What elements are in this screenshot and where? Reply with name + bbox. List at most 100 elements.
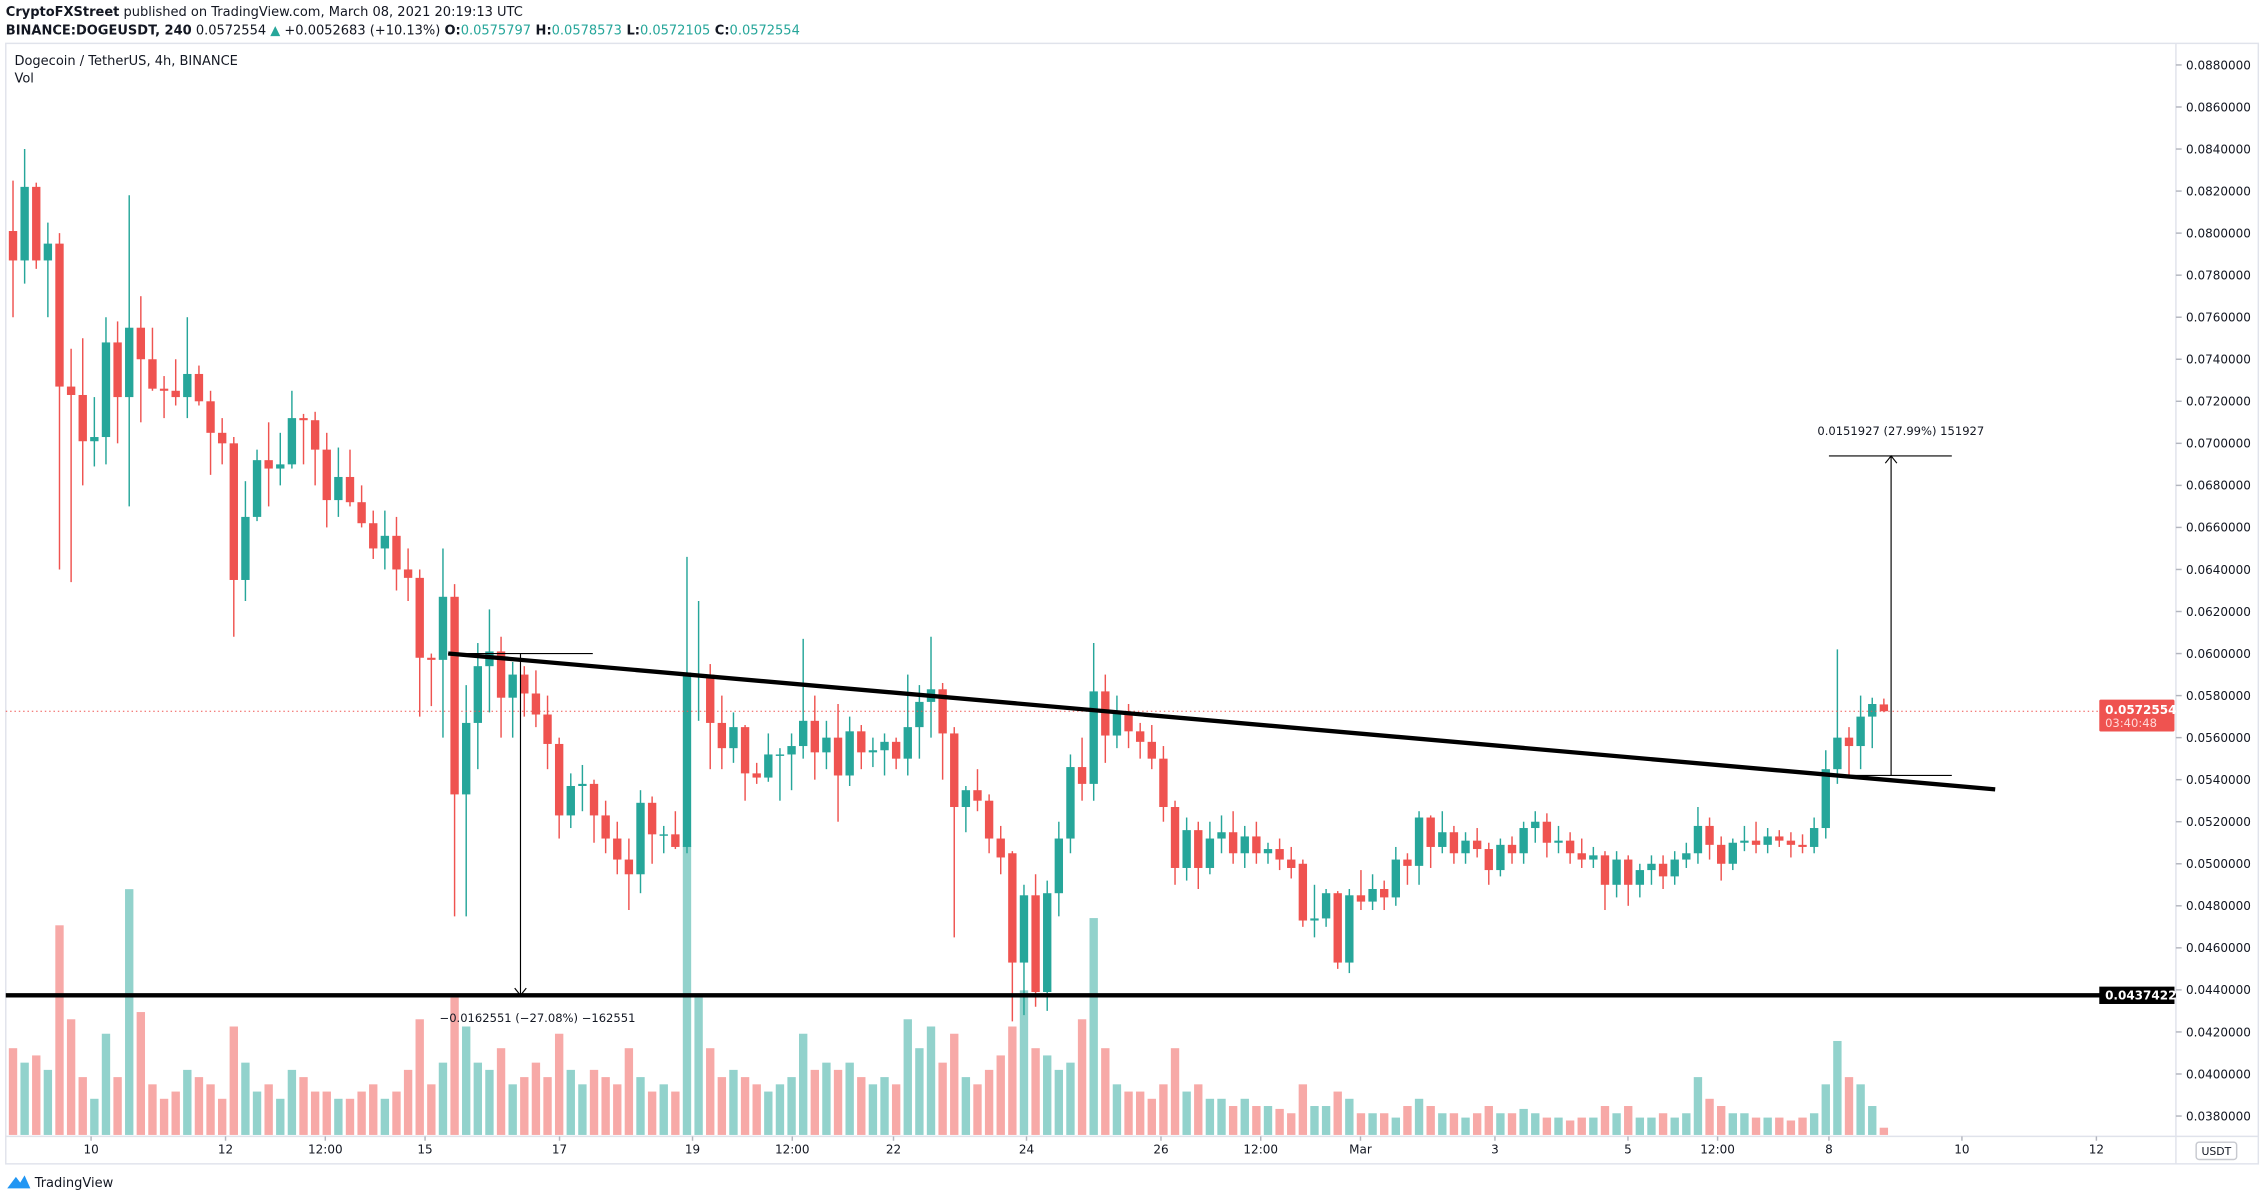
candle[interactable] (1287, 846, 1296, 879)
tradingview-logo[interactable]: TradingView (7, 1175, 114, 1191)
candle[interactable] (1763, 828, 1772, 854)
candle[interactable] (66, 348, 76, 583)
candle[interactable] (1077, 737, 1087, 801)
candle[interactable] (1670, 851, 1679, 885)
candle[interactable] (799, 638, 808, 759)
candle[interactable] (310, 411, 320, 486)
candle[interactable] (1310, 884, 1319, 938)
candle[interactable] (125, 195, 134, 507)
candle[interactable] (1089, 643, 1098, 801)
candle[interactable] (613, 821, 622, 875)
candle[interactable] (90, 397, 99, 467)
candle[interactable] (1194, 821, 1203, 889)
candle[interactable] (1682, 842, 1691, 868)
candle[interactable] (1496, 838, 1505, 877)
candle[interactable] (1507, 836, 1517, 864)
candle[interactable] (1135, 722, 1145, 759)
candle[interactable] (1263, 842, 1273, 864)
volume-legend[interactable]: Vol (14, 71, 33, 86)
candle[interactable] (1112, 695, 1122, 749)
candle[interactable] (1403, 853, 1412, 885)
candle[interactable] (136, 296, 146, 423)
candle[interactable] (322, 432, 331, 528)
candle[interactable] (531, 670, 541, 728)
candle[interactable] (857, 725, 866, 770)
candle[interactable] (427, 653, 436, 707)
candle[interactable] (1705, 817, 1714, 860)
candle[interactable] (392, 516, 401, 591)
candle[interactable] (43, 222, 53, 318)
candle[interactable] (787, 733, 796, 791)
candle[interactable] (1728, 838, 1737, 871)
candle[interactable] (1205, 821, 1215, 875)
candle[interactable] (624, 838, 634, 911)
candle[interactable] (171, 359, 180, 406)
candle[interactable] (810, 695, 819, 780)
candle[interactable] (276, 432, 285, 486)
candle[interactable] (601, 800, 610, 854)
candle[interactable] (217, 418, 227, 465)
candle[interactable] (1461, 832, 1470, 864)
candle[interactable] (1565, 832, 1575, 864)
candle[interactable] (438, 548, 448, 738)
candle[interactable] (764, 733, 773, 782)
candle[interactable] (647, 796, 657, 864)
candle[interactable] (740, 725, 750, 801)
candle[interactable] (950, 727, 959, 938)
candle[interactable] (113, 321, 122, 444)
candle[interactable] (403, 548, 413, 601)
candle[interactable] (1635, 863, 1645, 898)
candle[interactable] (369, 510, 378, 559)
candle[interactable] (1751, 821, 1761, 854)
candle[interactable] (520, 666, 529, 717)
candle[interactable] (1333, 891, 1342, 969)
candle[interactable] (1252, 821, 1261, 864)
candle[interactable] (1449, 825, 1459, 864)
candle[interactable] (1809, 817, 1819, 854)
candle[interactable] (1380, 880, 1389, 911)
candle[interactable] (1368, 874, 1377, 911)
candle[interactable] (357, 485, 366, 528)
candle[interactable] (1426, 815, 1435, 868)
price-axis[interactable]: 0.0880000 0.0860000 0.0840000 0.0820000 0.08… (2175, 58, 2251, 1123)
candle[interactable] (1554, 825, 1563, 854)
candle[interactable] (1147, 725, 1156, 770)
candle[interactable] (868, 737, 878, 768)
candle[interactable] (1612, 851, 1621, 898)
candle[interactable] (554, 737, 564, 839)
candle[interactable] (264, 422, 273, 507)
candle[interactable] (1624, 855, 1633, 906)
candle[interactable] (8, 180, 18, 318)
candle[interactable] (1879, 698, 1889, 713)
candle[interactable] (194, 365, 204, 406)
candle[interactable] (1786, 832, 1796, 858)
candle[interactable] (729, 712, 738, 763)
candle[interactable] (20, 149, 29, 284)
candle[interactable] (462, 685, 471, 917)
candle[interactable] (1043, 880, 1052, 1011)
candle[interactable] (1031, 874, 1040, 1007)
candle[interactable] (1159, 746, 1168, 822)
candle[interactable] (1577, 838, 1586, 868)
candle[interactable] (822, 720, 831, 770)
candle[interactable] (241, 481, 250, 601)
candle[interactable] (159, 376, 169, 419)
candle[interactable] (1054, 821, 1064, 917)
candle[interactable] (1658, 855, 1668, 889)
candle[interactable] (101, 317, 111, 465)
candle[interactable] (1542, 813, 1552, 858)
candle[interactable] (706, 664, 715, 770)
candle[interactable] (334, 447, 343, 517)
candle[interactable] (55, 233, 64, 570)
candle[interactable] (984, 794, 994, 854)
candle[interactable] (1182, 817, 1191, 881)
candle[interactable] (206, 390, 215, 475)
candle[interactable] (903, 674, 912, 776)
candle[interactable] (1275, 838, 1284, 871)
candle[interactable] (1647, 855, 1656, 885)
candle[interactable] (578, 764, 587, 812)
candle[interactable] (32, 182, 41, 269)
candle[interactable] (508, 661, 517, 738)
candle[interactable] (1391, 846, 1400, 906)
candle[interactable] (1008, 851, 1017, 1022)
